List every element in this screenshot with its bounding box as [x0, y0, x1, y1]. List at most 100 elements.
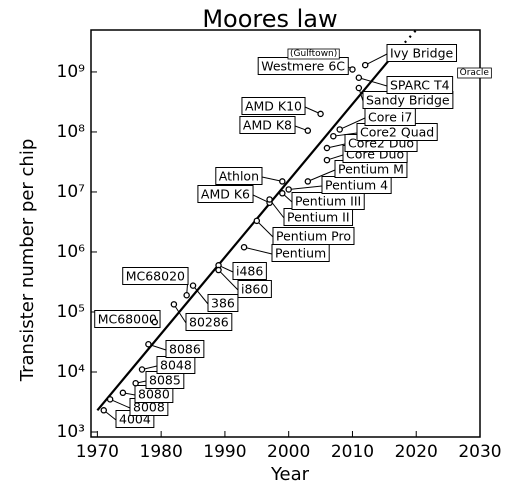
point-label-group: i486 [232, 262, 267, 280]
data-point [215, 266, 222, 274]
data-point [100, 407, 108, 414]
leader-line [307, 169, 336, 182]
data-point [349, 66, 356, 73]
point-label-group: 8085 [145, 371, 185, 389]
leader-line [269, 199, 285, 219]
data-point [170, 301, 178, 308]
label-box [215, 167, 263, 185]
point-label: AMD K6 [201, 187, 250, 202]
data-point [323, 156, 331, 164]
plot-frame [90, 29, 481, 438]
point-label: Ivy Bridge [390, 46, 454, 61]
x-tick-label: 2010 [331, 442, 374, 462]
point-label: 8080 [138, 387, 170, 402]
data-point [253, 217, 261, 225]
point-label: 386 [211, 296, 235, 311]
point-label-group: 8048 [156, 356, 196, 374]
label-box [241, 97, 306, 115]
x-tick-label: 1970 [76, 442, 119, 462]
point-label: 8048 [160, 358, 192, 373]
data-point [119, 389, 127, 397]
point-label-group: Sandy Bridge [362, 91, 454, 109]
x-axis-title: Year [270, 464, 310, 485]
leader-line [243, 246, 273, 255]
data-point [304, 178, 312, 185]
point-label-group: AMD K10 [241, 97, 306, 115]
y-axis-title: Transister number per chip [17, 139, 38, 383]
point-label: Core2 Quad [360, 125, 434, 140]
point-label-group: i860 [237, 280, 272, 298]
point-label-group: SPARC T4 [386, 76, 454, 94]
x-tick-label: 2020 [395, 442, 438, 462]
label-box [197, 185, 254, 203]
data-point [189, 282, 197, 289]
point-label-group: Core2 Quad [356, 123, 438, 141]
data-point [138, 366, 146, 373]
leader-line [192, 285, 209, 305]
leader-line [358, 77, 388, 87]
point-label: Sandy Bridge [366, 93, 450, 108]
point-label: 8085 [149, 373, 181, 388]
point-label-group: MC68020 [122, 267, 189, 285]
point-label: Pentium III [295, 194, 361, 209]
trend-line [96, 57, 392, 411]
point-label: SPARC T4 [390, 78, 450, 93]
leader-line [218, 269, 239, 291]
point-label-group: Core i7 [364, 108, 416, 126]
point-label: i860 [241, 282, 268, 297]
data-point [132, 379, 139, 387]
point-label-group: Ivy Bridge [386, 44, 458, 62]
label-box [386, 76, 454, 94]
y-tick-label: 10³ [57, 422, 85, 442]
data-point [304, 127, 312, 134]
point-label: Pentium Pro [276, 229, 351, 244]
label-box [232, 262, 267, 280]
point-label-group: Athlon [215, 167, 263, 185]
point-label: Pentium 4 [325, 178, 388, 193]
point-label-group: 8086 [165, 340, 205, 358]
point-label: MC68000 [98, 312, 157, 327]
point-label: 8086 [169, 342, 201, 357]
point-label-group: Westmere 6C [257, 57, 349, 75]
label-box [237, 280, 272, 298]
point-label-group: AMD K6 [197, 185, 254, 203]
data-point [355, 74, 363, 82]
x-tick-label: 1990 [203, 442, 246, 462]
point-label: Pentium [275, 246, 326, 261]
point-label-group: Pentium [271, 244, 330, 262]
data-point [279, 190, 286, 197]
point-label-group: AMD K8 [239, 116, 296, 134]
annotation: Oracle [460, 68, 490, 78]
y-tick-label: 10⁵ [57, 302, 85, 322]
data-point [355, 84, 363, 92]
point-label-group: Pentium M [334, 160, 408, 178]
point-label: AMD K8 [243, 118, 292, 133]
leader-line [333, 132, 358, 137]
data-point [145, 340, 152, 348]
leader-line [173, 304, 187, 324]
chart-title: Moores law [202, 5, 337, 33]
point-label: 80286 [189, 315, 229, 330]
point-label-group: 386 [207, 294, 239, 312]
data-point [279, 178, 286, 185]
point-label: Athlon [219, 169, 259, 184]
label-box [386, 44, 458, 62]
data-point [323, 144, 331, 152]
leader-line [364, 53, 388, 66]
point-label: Pentium M [338, 162, 404, 177]
point-label-group: 80286 [185, 313, 233, 331]
y-tick-label: 10⁴ [57, 362, 86, 382]
point-label-group: Pentium III [291, 192, 365, 210]
data-point [183, 292, 190, 299]
x-tick-label: 2030 [458, 442, 501, 462]
leader-line [261, 176, 283, 182]
point-label: AMD K10 [245, 99, 302, 114]
y-tick-label: 10⁶ [57, 242, 86, 262]
point-label: MC68020 [126, 269, 185, 284]
point-label: Pentium II [287, 210, 350, 225]
y-tick-label: 10⁹ [57, 62, 86, 82]
data-point [317, 110, 324, 118]
x-tick-label: 1980 [140, 442, 183, 462]
leader-line [339, 117, 366, 130]
label-box [122, 267, 189, 285]
